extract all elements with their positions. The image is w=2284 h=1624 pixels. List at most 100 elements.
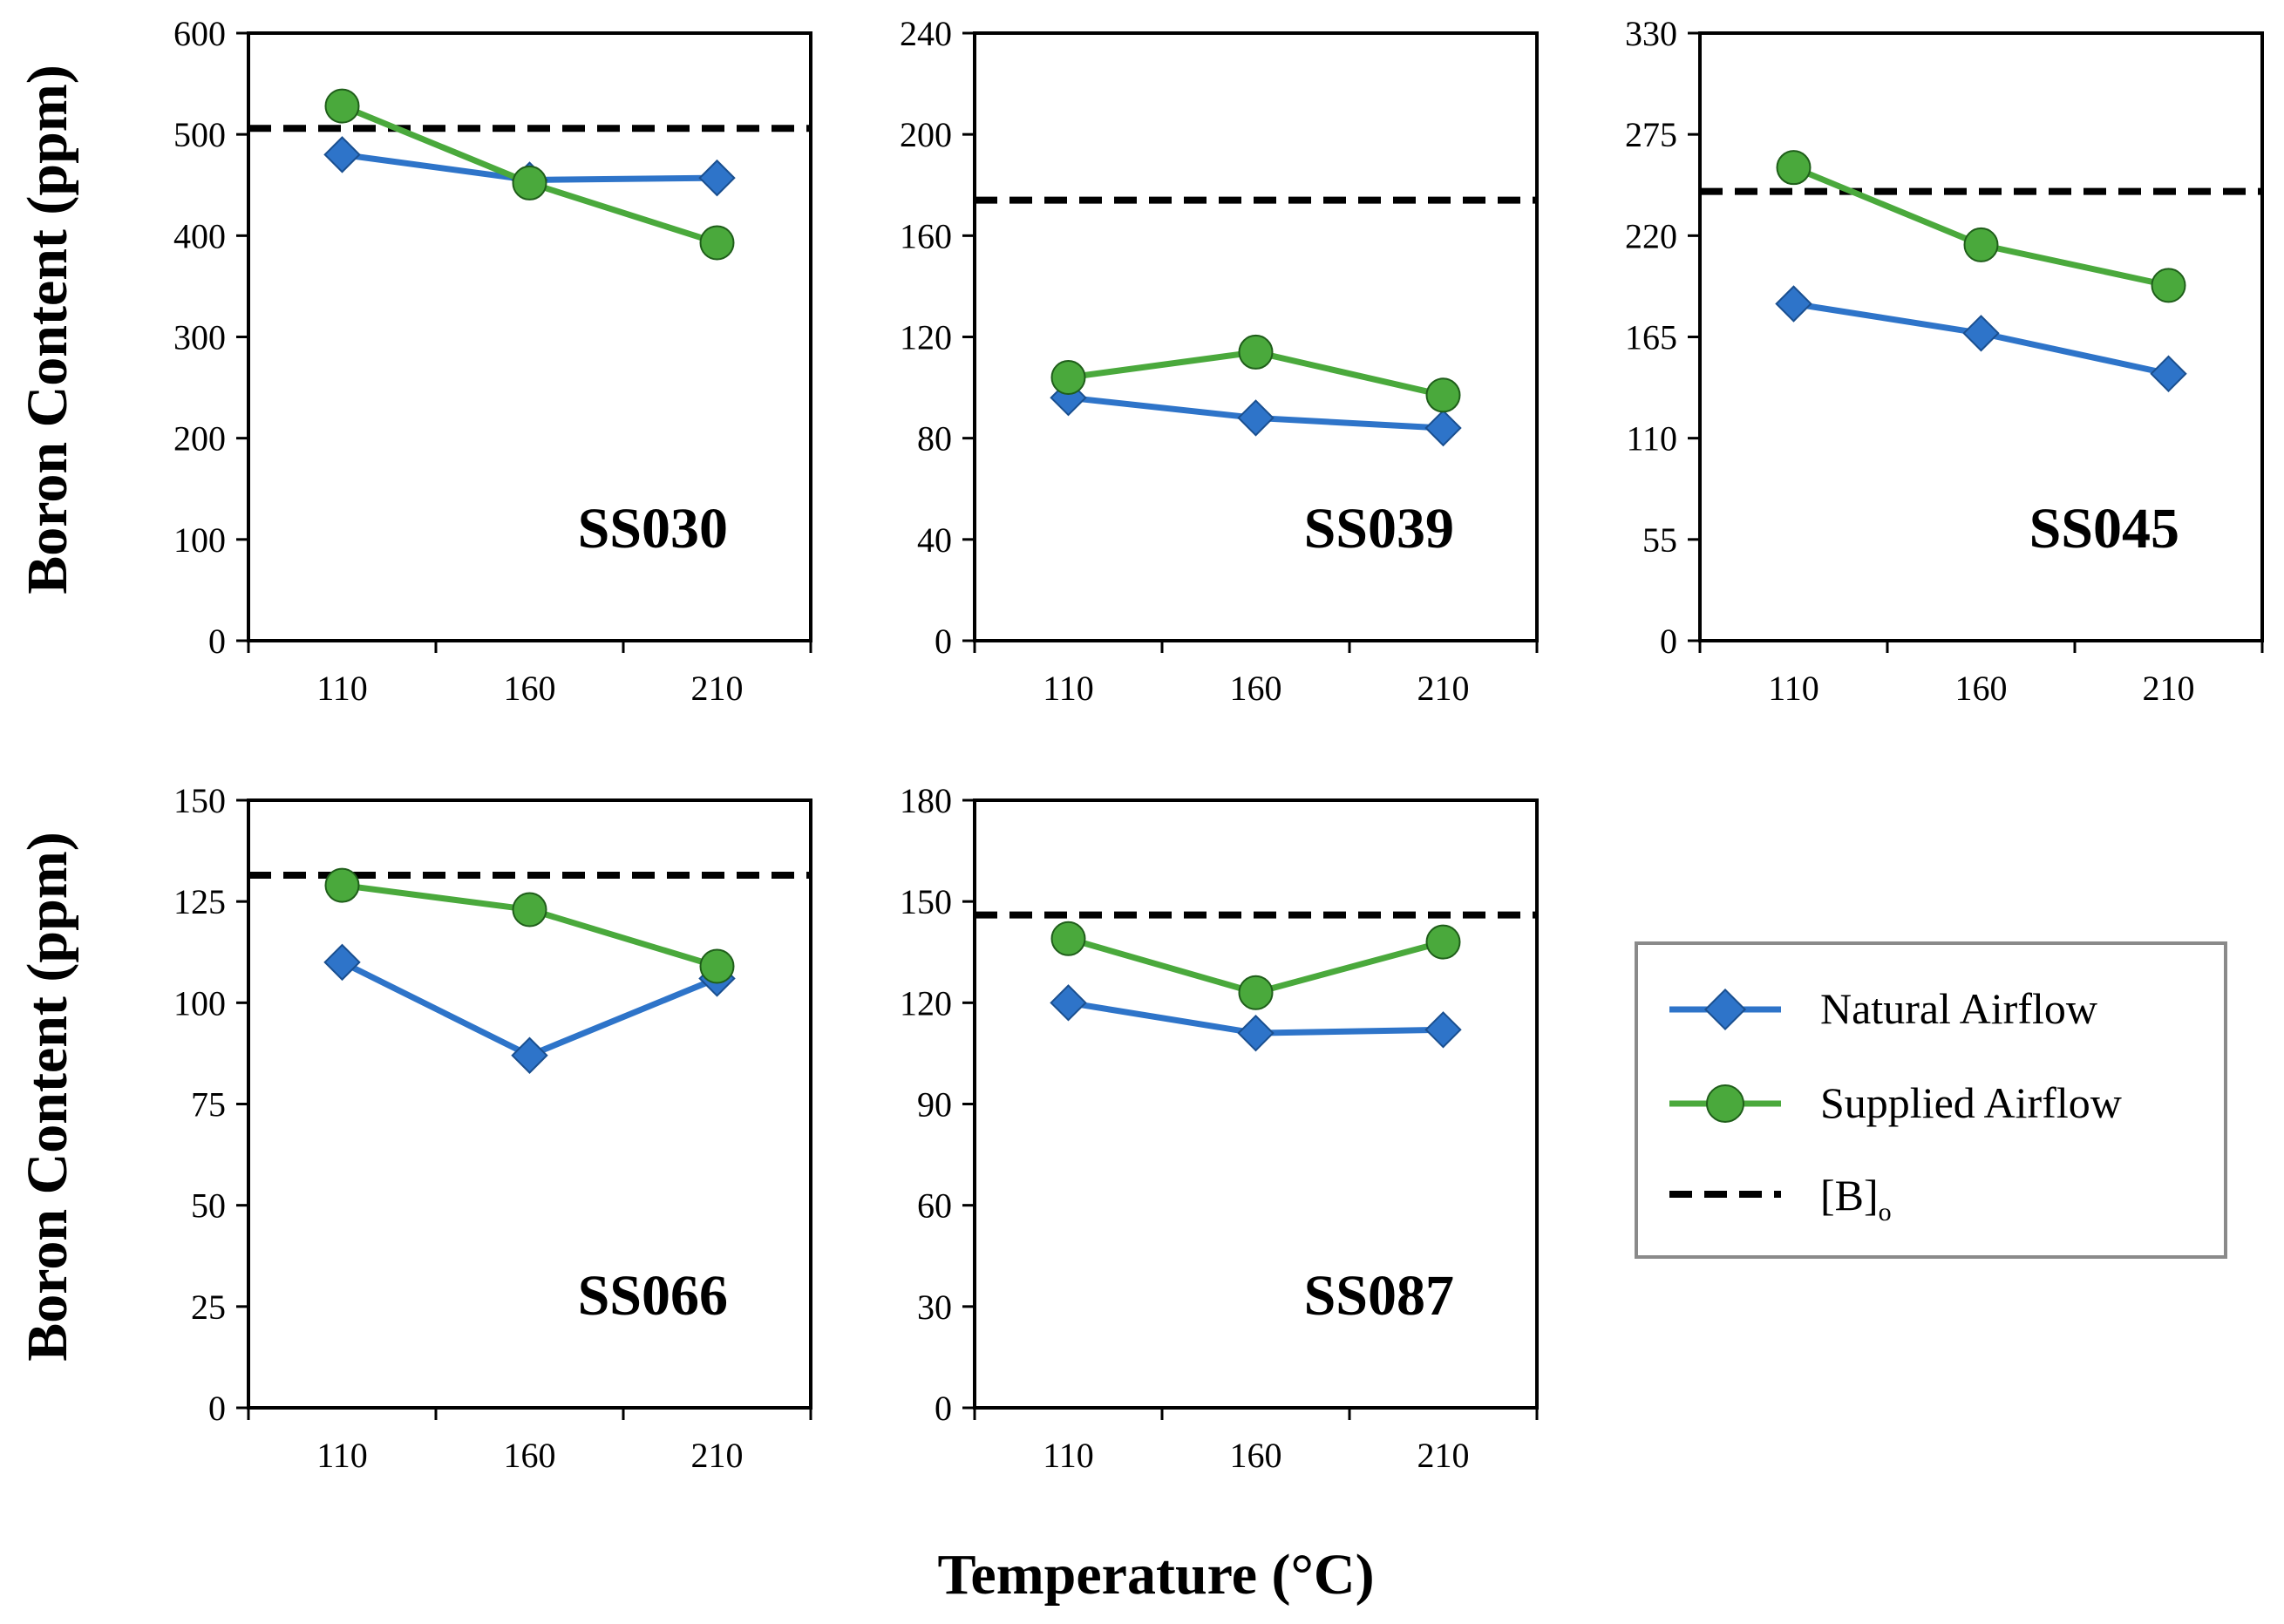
panel-label: SS039 bbox=[1304, 497, 1454, 561]
y-tick-label: 300 bbox=[173, 318, 226, 357]
legend-baseline-sub: o bbox=[1879, 1198, 1892, 1226]
panel-label: SS066 bbox=[578, 1264, 728, 1328]
y-tick-label: 25 bbox=[191, 1288, 226, 1327]
legend-baseline-label: [B]o bbox=[1820, 1171, 1892, 1226]
natural-point bbox=[698, 159, 736, 197]
y-tick-label: 120 bbox=[900, 983, 952, 1023]
legend: Natural Airflow Supplied Airflow [B]o bbox=[1635, 941, 2227, 1259]
x-tick-label: 160 bbox=[1230, 1436, 1282, 1475]
natural-point bbox=[1050, 984, 1087, 1022]
y-tick-label: 50 bbox=[191, 1186, 226, 1226]
y-tick-label: 0 bbox=[208, 622, 226, 661]
supplied-point bbox=[512, 165, 547, 200]
y-tick-label: 165 bbox=[1625, 318, 1677, 357]
x-tick-label: 210 bbox=[691, 669, 744, 708]
plot-frame bbox=[973, 798, 1539, 1410]
natural-point bbox=[1962, 315, 2000, 352]
y-tick-label: 150 bbox=[900, 882, 952, 921]
x-tick-label: 210 bbox=[2143, 669, 2195, 708]
x-tick-label: 110 bbox=[1043, 1436, 1094, 1475]
panel-label: SS045 bbox=[2029, 497, 2179, 561]
panel-ss045: 0 55 110 165 220 275 330 110 160 210 SS045 bbox=[1625, 14, 2264, 708]
y-tick-label: 100 bbox=[173, 520, 226, 560]
legend-supplied-label: Supplied Airflow bbox=[1820, 1078, 2122, 1127]
natural-point bbox=[1237, 399, 1275, 437]
supplied-point bbox=[1238, 975, 1274, 1010]
x-axis-title: Temperature (°C) bbox=[937, 1543, 1374, 1607]
natural-point bbox=[1424, 1011, 1462, 1049]
supplied-point bbox=[1963, 227, 1999, 262]
y-axis-title-bottom: Boron Content (ppm) bbox=[16, 832, 79, 1362]
supplied-point bbox=[512, 892, 547, 928]
y-tick-label: 275 bbox=[1625, 115, 1677, 154]
supplied-point bbox=[699, 225, 735, 261]
panel-ss087: 0 30 60 90 120 150 180 110 160 210 SS087 bbox=[900, 781, 1539, 1475]
supplied-point bbox=[699, 948, 735, 984]
y-tick-label: 120 bbox=[900, 318, 952, 357]
natural-point bbox=[511, 1036, 548, 1074]
y-tick-label: 0 bbox=[1660, 622, 1677, 661]
natural-point bbox=[2150, 355, 2187, 392]
x-tick-label: 110 bbox=[316, 669, 368, 708]
y-tick-label: 200 bbox=[900, 115, 952, 154]
y-tick-label: 90 bbox=[917, 1085, 952, 1125]
natural-point bbox=[323, 136, 361, 173]
panel-label: SS030 bbox=[578, 497, 728, 561]
supplied-point bbox=[2151, 268, 2186, 303]
x-tick-label: 160 bbox=[504, 669, 556, 708]
x-tick-label: 210 bbox=[691, 1436, 744, 1475]
y-tick-label: 240 bbox=[900, 14, 952, 53]
supplied-point bbox=[1050, 359, 1086, 395]
supplied-point bbox=[1425, 377, 1461, 413]
supplied-point bbox=[1050, 921, 1086, 956]
y-tick-label: 400 bbox=[173, 216, 226, 255]
x-tick-label: 160 bbox=[1230, 669, 1282, 708]
supplied-point bbox=[1238, 334, 1274, 370]
y-tick-label: 60 bbox=[917, 1186, 952, 1226]
natural-point bbox=[1237, 1014, 1275, 1052]
x-tick-label: 110 bbox=[1768, 669, 1819, 708]
y-tick-label: 150 bbox=[173, 781, 226, 820]
y-tick-label: 330 bbox=[1625, 14, 1677, 53]
panel-ss066: 0 25 50 75 100 125 150 110 160 210 SS066 bbox=[173, 781, 812, 1475]
x-tick-label: 210 bbox=[1417, 669, 1470, 708]
y-tick-label: 100 bbox=[173, 983, 226, 1023]
y-tick-label: 30 bbox=[917, 1288, 952, 1327]
x-tick-label: 160 bbox=[1955, 669, 2008, 708]
panel-ss039: 0 40 80 120 160 200 240 110 160 210 SS039 bbox=[900, 14, 1539, 708]
y-tick-label: 75 bbox=[191, 1085, 226, 1125]
natural-point bbox=[323, 943, 361, 982]
y-tick-label: 220 bbox=[1625, 216, 1677, 255]
panel-ss030: 0 100 200 300 400 500 600 110 160 210 SS030 bbox=[173, 14, 812, 708]
y-tick-label: 40 bbox=[917, 520, 952, 560]
y-tick-label: 0 bbox=[935, 1389, 952, 1428]
x-tick-label: 210 bbox=[1417, 1436, 1470, 1475]
y-tick-label: 180 bbox=[900, 781, 952, 820]
y-tick-label: 110 bbox=[1626, 419, 1677, 459]
y-tick-label: 600 bbox=[173, 14, 226, 53]
y-tick-label: 200 bbox=[173, 419, 226, 459]
x-tick-label: 110 bbox=[1043, 669, 1094, 708]
y-tick-label: 0 bbox=[935, 622, 952, 661]
y-tick-label: 125 bbox=[173, 882, 226, 921]
supplied-point bbox=[1425, 924, 1461, 960]
legend-supplied-marker bbox=[1706, 1084, 1744, 1123]
y-tick-label: 55 bbox=[1642, 520, 1677, 560]
x-tick-label: 160 bbox=[504, 1436, 556, 1475]
legend-natural-label: Natural Airflow bbox=[1820, 984, 2097, 1033]
y-tick-label: 500 bbox=[173, 115, 226, 154]
legend-natural-marker bbox=[1703, 988, 1747, 1031]
natural-point bbox=[1424, 409, 1462, 447]
y-tick-label: 160 bbox=[900, 216, 952, 255]
x-tick-label: 110 bbox=[316, 1436, 368, 1475]
legend-baseline-main: [B] bbox=[1820, 1171, 1879, 1220]
y-axis-title-top: Boron Content (ppm) bbox=[16, 65, 79, 595]
y-tick-label: 0 bbox=[208, 1389, 226, 1428]
plot-frame bbox=[247, 31, 812, 642]
supplied-point bbox=[324, 867, 360, 903]
panel-label: SS087 bbox=[1304, 1264, 1454, 1328]
y-tick-label: 80 bbox=[917, 419, 952, 459]
supplied-point bbox=[324, 88, 360, 124]
